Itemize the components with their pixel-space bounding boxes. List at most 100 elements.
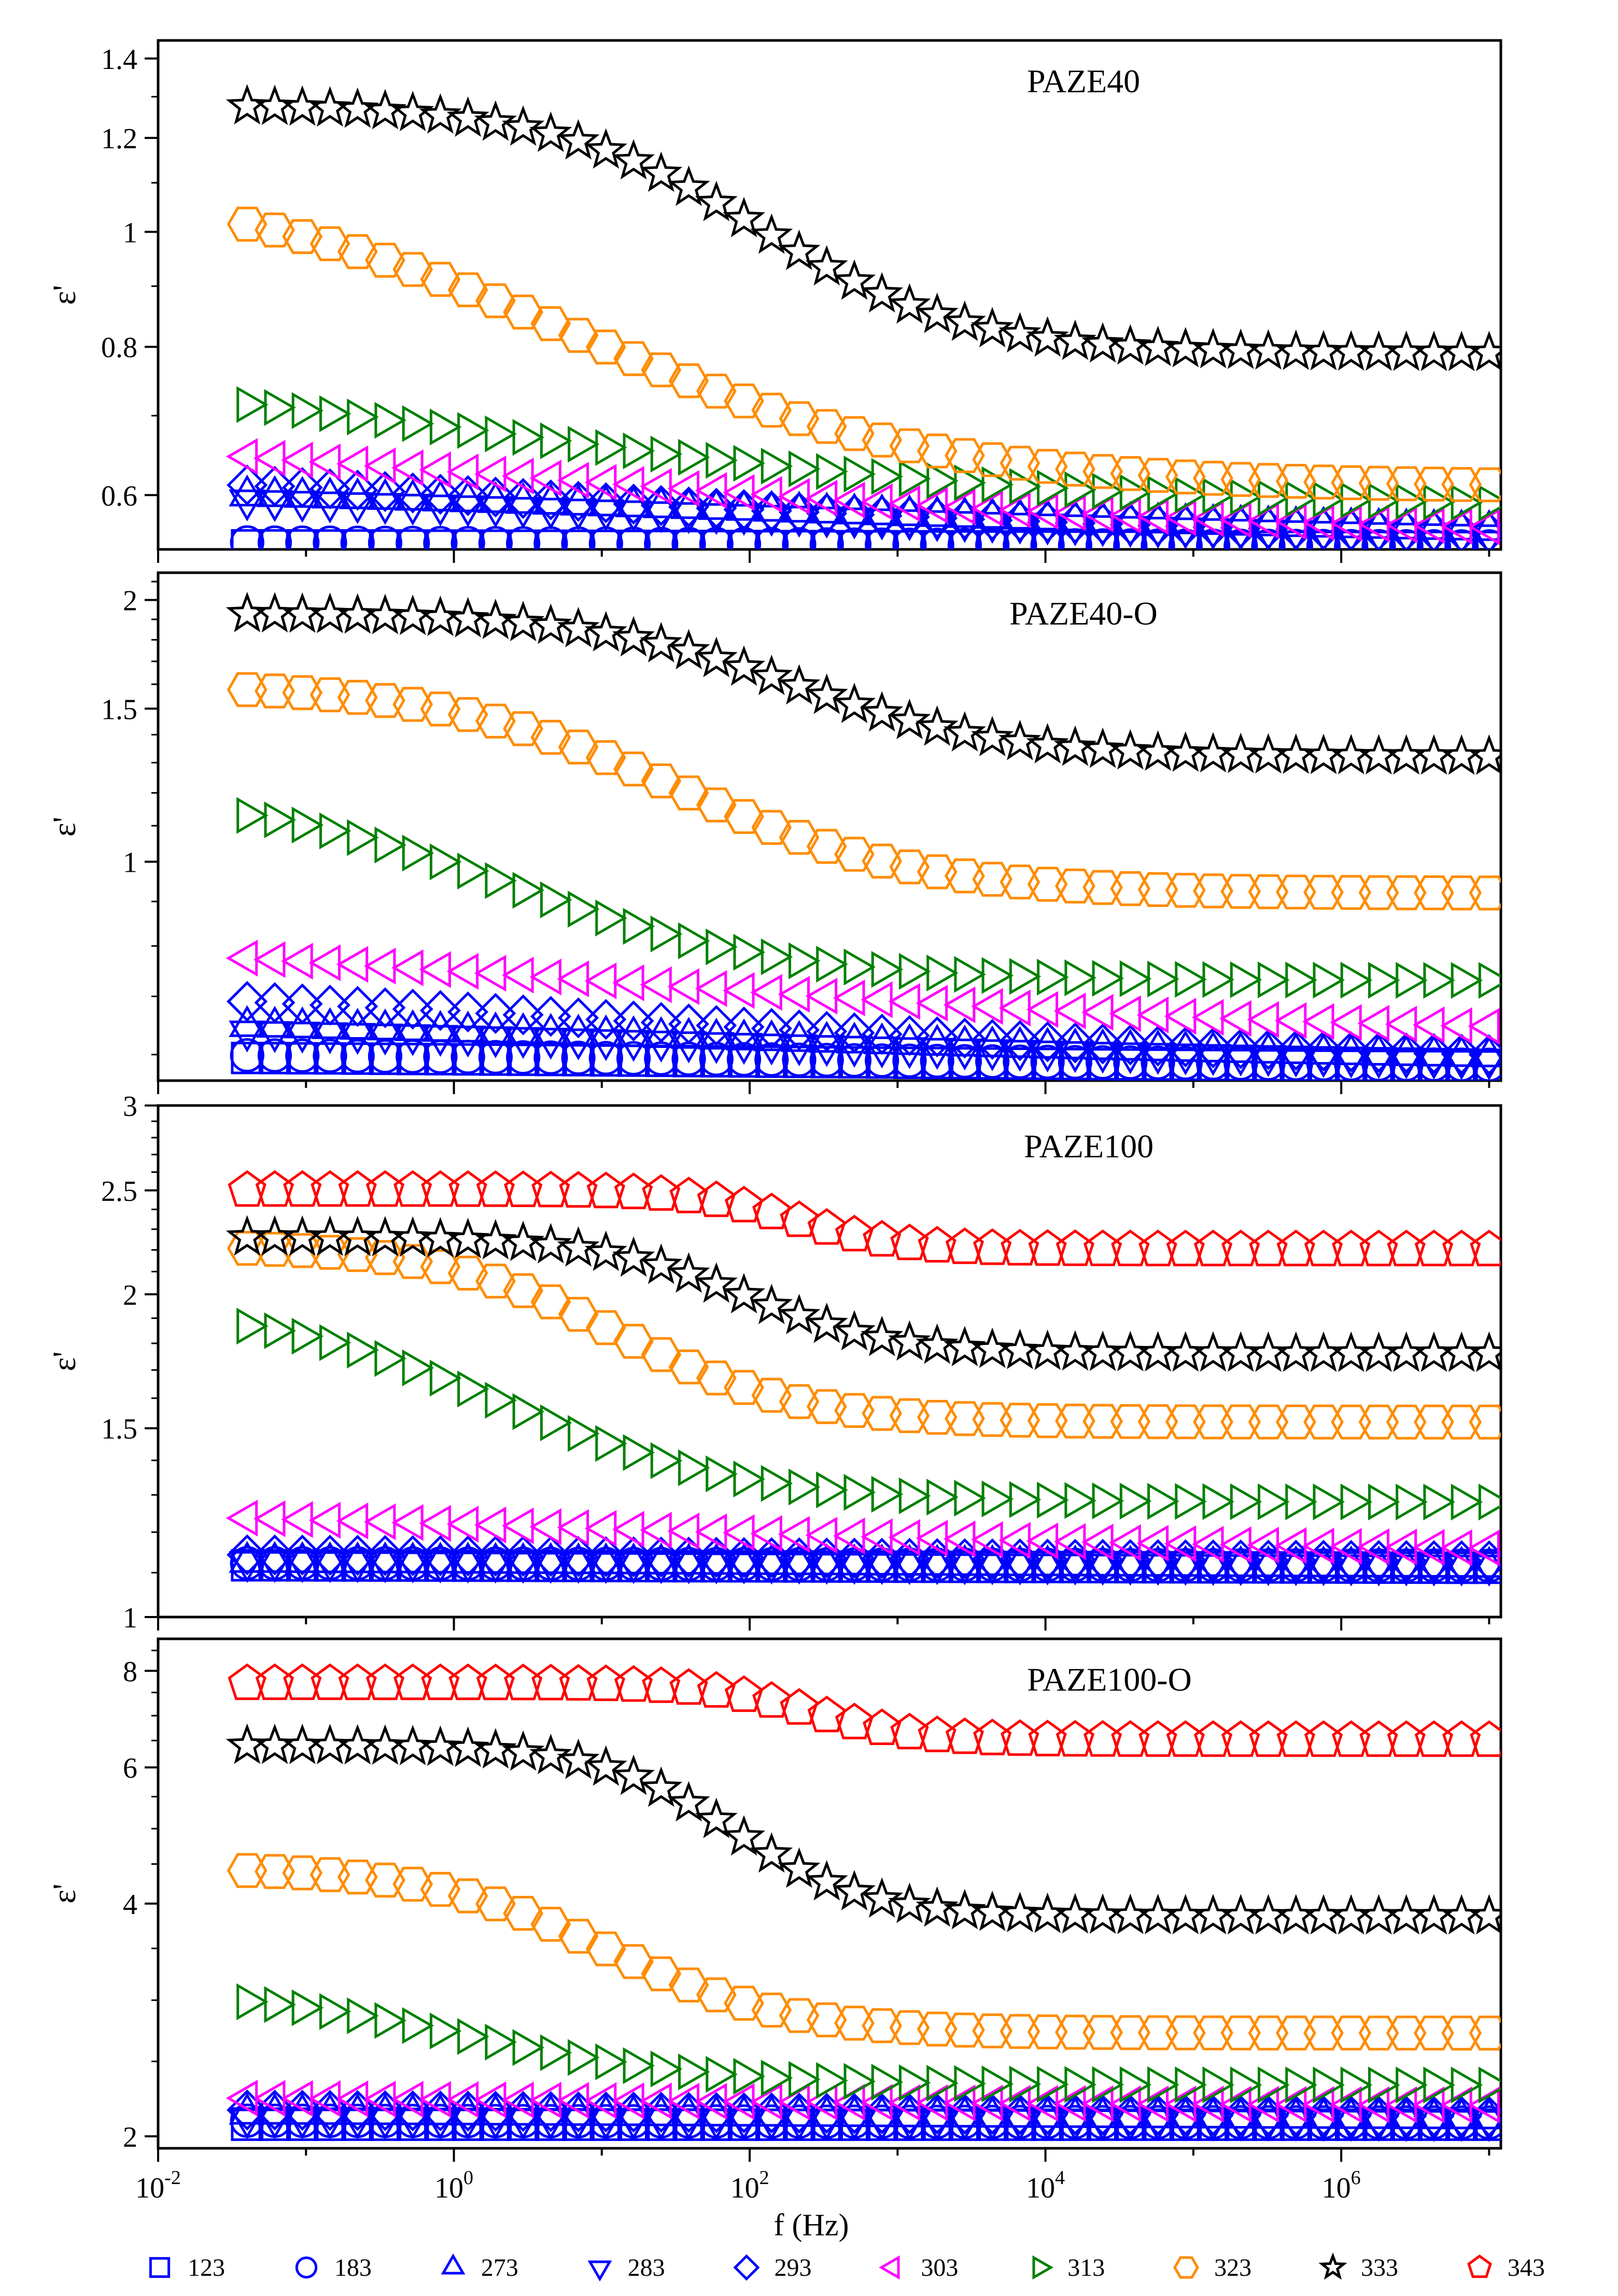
- data-point: [1082, 870, 1123, 905]
- data-point: [258, 529, 291, 549]
- data-point: [1219, 1000, 1251, 1037]
- data-point: [667, 1252, 710, 1293]
- data-point: [227, 1534, 268, 1576]
- data-point: [532, 1028, 569, 1060]
- data-point: [281, 442, 313, 479]
- data-point: [502, 1730, 545, 1771]
- data-point: [255, 673, 295, 708]
- series-333: [226, 1215, 1501, 1372]
- data-point: [1412, 1331, 1456, 1372]
- data-point: [1247, 2095, 1289, 2136]
- diamond-marker-icon: [733, 2254, 760, 2281]
- y-tick-label: 1.2: [101, 123, 137, 155]
- data-point: [457, 853, 489, 890]
- data-point: [1202, 477, 1235, 515]
- legend-marker: [733, 2254, 760, 2281]
- data-point: [1332, 1033, 1370, 1066]
- data-point: [309, 1535, 351, 1576]
- data-point: [1468, 2096, 1501, 2137]
- data-point: [1029, 1544, 1066, 1577]
- data-point: [889, 1398, 930, 1434]
- data-point: [560, 1542, 597, 1575]
- data-point: [227, 464, 268, 506]
- y-tick-label: 1: [123, 1602, 137, 1634]
- data-point: [363, 947, 396, 985]
- data-point: [226, 940, 258, 977]
- data-point: [308, 944, 341, 982]
- data-point: [1441, 1540, 1482, 1581]
- data-point: [429, 1359, 462, 1397]
- data-point: [255, 212, 295, 248]
- data-point: [805, 1302, 848, 1343]
- pentagon-marker-icon: [1467, 2254, 1492, 2278]
- data-point: [584, 1230, 627, 1271]
- data-point: [392, 472, 433, 514]
- data-point: [696, 1360, 737, 1396]
- data-point: [667, 968, 699, 1005]
- data-point: [1219, 1331, 1262, 1372]
- data-point: [368, 1039, 403, 1074]
- data-point: [1082, 2015, 1123, 2050]
- data-point: [889, 428, 930, 463]
- data-point: [474, 599, 517, 640]
- data-point: [374, 826, 406, 863]
- data-point: [1247, 1029, 1289, 1070]
- data-point: [1247, 1894, 1290, 1935]
- data-point: [1358, 1540, 1400, 1581]
- series-313: [236, 386, 1501, 522]
- data-point: [254, 982, 296, 1024]
- data-point: [612, 964, 644, 1001]
- data-point: [512, 2029, 545, 2066]
- data-point: [783, 530, 815, 549]
- data-point: [1109, 995, 1141, 1032]
- x-tick-label: 102: [730, 2167, 769, 2204]
- plot-frame: [157, 39, 1502, 551]
- data-point: [540, 881, 572, 918]
- data-point: [396, 526, 430, 549]
- data-point: [1413, 1033, 1455, 1074]
- data-point: [1026, 316, 1069, 357]
- data-point: [1478, 1483, 1501, 1521]
- data-point: [974, 1544, 1011, 1576]
- data-point: [612, 1511, 644, 1548]
- data-point: [892, 527, 927, 549]
- data-point: [926, 1479, 959, 1516]
- data-point: [419, 596, 462, 636]
- data-point: [1193, 2015, 1233, 2050]
- x-tick-label: 106: [1322, 2167, 1361, 2204]
- data-point: [613, 1324, 654, 1359]
- data-point: [530, 1284, 571, 1320]
- series-313: [236, 1983, 1501, 2104]
- data-point: [667, 629, 710, 670]
- data-point: [369, 529, 402, 549]
- data-point: [640, 468, 672, 505]
- data-point: [833, 259, 876, 300]
- data-point: [319, 812, 351, 849]
- data-point: [254, 2089, 296, 2131]
- data-point: [1064, 471, 1096, 508]
- data-point: [1331, 875, 1372, 910]
- data-point: [1303, 464, 1344, 500]
- data-point: [863, 508, 901, 541]
- data-point: [724, 1986, 764, 2021]
- data-point: [587, 1542, 625, 1575]
- data-point: [512, 1393, 545, 1430]
- data-point: [971, 307, 1014, 348]
- data-point: [502, 1536, 544, 1577]
- data-point: [1285, 961, 1317, 999]
- data-point: [668, 1536, 710, 1578]
- data-point: [954, 1480, 986, 1517]
- data-point: [595, 2043, 627, 2080]
- data-point: [1451, 2066, 1483, 2104]
- data-point: [1110, 2015, 1151, 2050]
- data-point: [1386, 466, 1427, 501]
- data-point: [789, 2061, 821, 2098]
- data-point: [588, 1041, 623, 1075]
- data-point: [561, 1040, 596, 1075]
- data-point: [917, 1538, 958, 1579]
- data-point: [391, 449, 424, 487]
- data-point: [447, 697, 488, 732]
- data-point: [1423, 484, 1455, 521]
- data-point: [843, 948, 876, 986]
- data-point: [1058, 1045, 1092, 1080]
